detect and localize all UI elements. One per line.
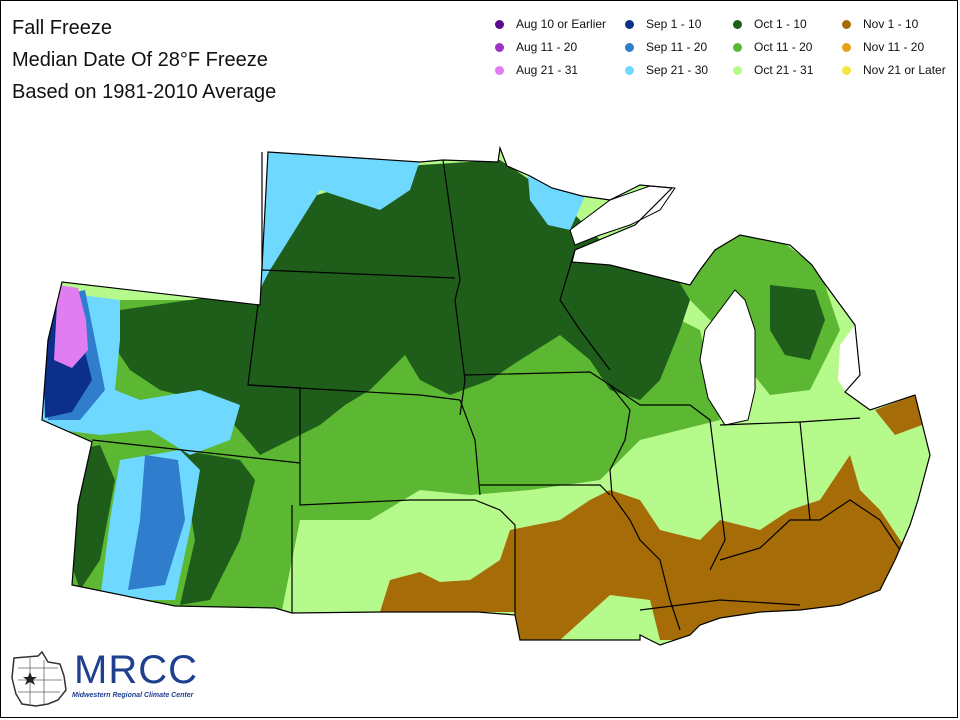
map-basis: Based on 1981-2010 Average bbox=[12, 81, 277, 103]
legend-swatch bbox=[733, 19, 742, 29]
zone-sep-11-20-colorado bbox=[128, 455, 185, 590]
legend-swatch bbox=[495, 19, 504, 29]
boundary-nd-sd bbox=[261, 269, 456, 279]
freeze-zones bbox=[42, 148, 930, 645]
boundary-wi-il bbox=[609, 384, 690, 406]
zone-oct-1-10 bbox=[110, 160, 690, 455]
boundary-ne-ia bbox=[459, 399, 481, 496]
legend-swatch bbox=[733, 42, 742, 52]
legend-label: Sep 1 - 10 bbox=[646, 17, 702, 31]
legend-swatch bbox=[625, 65, 634, 75]
boundary-co-ne bbox=[299, 463, 475, 506]
boundary-mn-ia bbox=[464, 371, 611, 386]
boundary-wy-co bbox=[91, 439, 301, 464]
logo-name: MRCC bbox=[74, 648, 198, 692]
legend-swatch bbox=[495, 42, 504, 52]
legend-item: Sep 1 - 10 bbox=[625, 14, 701, 34]
legend-swatch bbox=[733, 65, 742, 75]
legend-label: Aug 21 - 31 bbox=[516, 63, 579, 77]
legend-item: Nov 11 - 20 bbox=[842, 37, 924, 57]
map-subtitle: Median Date Of 28°F Freeze bbox=[12, 49, 268, 71]
zone-sep-21-30-minnesota bbox=[528, 176, 585, 230]
boundary-ky-north bbox=[719, 499, 901, 561]
legend-swatch bbox=[625, 42, 634, 52]
legend-label: Sep 21 - 30 bbox=[646, 63, 709, 77]
boundary-il-mo bbox=[609, 384, 681, 631]
boundary-ks-mo bbox=[474, 499, 516, 615]
legend-swatch bbox=[842, 19, 851, 29]
legend-label: Sep 11 - 20 bbox=[646, 40, 708, 54]
legend-item: Aug 11 - 20 bbox=[495, 37, 577, 57]
legend-item: Sep 11 - 20 bbox=[625, 37, 707, 57]
zone-oct-1-10-colorado bbox=[180, 450, 255, 605]
legend-label: Aug 11 - 20 bbox=[516, 40, 578, 54]
legend-item: Nov 1 - 10 bbox=[842, 14, 918, 34]
legend-item: Oct 11 - 20 bbox=[733, 37, 812, 57]
state-boundaries bbox=[41, 145, 931, 646]
legend-swatch bbox=[842, 42, 851, 52]
legend: Aug 10 or Earlier Aug 11 - 20 Aug 21 - 3… bbox=[490, 14, 960, 84]
legend-label: Oct 21 - 31 bbox=[754, 63, 814, 77]
legend-item: Oct 21 - 31 bbox=[733, 60, 813, 80]
legend-item: Sep 21 - 30 bbox=[625, 60, 708, 80]
title-block: Fall Freeze Median Date Of 28°F Freeze B… bbox=[12, 12, 276, 108]
boundary-ia-mo bbox=[480, 484, 611, 496]
legend-item: Aug 10 or Earlier bbox=[495, 14, 606, 34]
boundary-nd-mn bbox=[442, 159, 466, 416]
mrcc-logo: MRCC Midwestern Regional Climate Center bbox=[8, 648, 228, 714]
lake-michigan bbox=[699, 289, 756, 426]
legend-label: Oct 1 - 10 bbox=[754, 17, 807, 31]
zone-sep-21-30-north bbox=[262, 152, 420, 285]
zone-oct-1-10-michigan bbox=[770, 285, 825, 360]
legend-swatch bbox=[495, 65, 504, 75]
boundary-il-in bbox=[689, 404, 726, 571]
legend-label: Nov 1 - 10 bbox=[863, 17, 919, 31]
boundary-sd-ne bbox=[247, 384, 461, 401]
legend-item: Nov 21 or Later bbox=[842, 60, 946, 80]
legend-swatch bbox=[842, 65, 851, 75]
map-title: Fall Freeze bbox=[12, 17, 113, 39]
legend-label: Nov 21 or Later bbox=[863, 63, 946, 77]
legend-swatch bbox=[625, 19, 634, 29]
legend-label: Aug 10 or Earlier bbox=[516, 17, 607, 31]
midwest-map-icon bbox=[11, 650, 67, 707]
legend-item: Aug 21 - 31 bbox=[495, 60, 578, 80]
boundary-mi-oh bbox=[799, 417, 861, 423]
logo-full-name: Midwestern Regional Climate Center bbox=[72, 692, 194, 699]
region-outline bbox=[41, 145, 931, 646]
boundary-mn-wi bbox=[559, 249, 611, 371]
boundary-ky-tn bbox=[639, 599, 801, 611]
zone-aug-21-31 bbox=[54, 285, 88, 368]
legend-label: Nov 11 - 20 bbox=[863, 40, 925, 54]
legend-item: Oct 1 - 10 bbox=[733, 14, 807, 34]
legend-label: Oct 11 - 20 bbox=[754, 40, 813, 54]
zone-nov-1-10-ohio bbox=[875, 395, 922, 435]
lake-huron bbox=[838, 325, 862, 392]
